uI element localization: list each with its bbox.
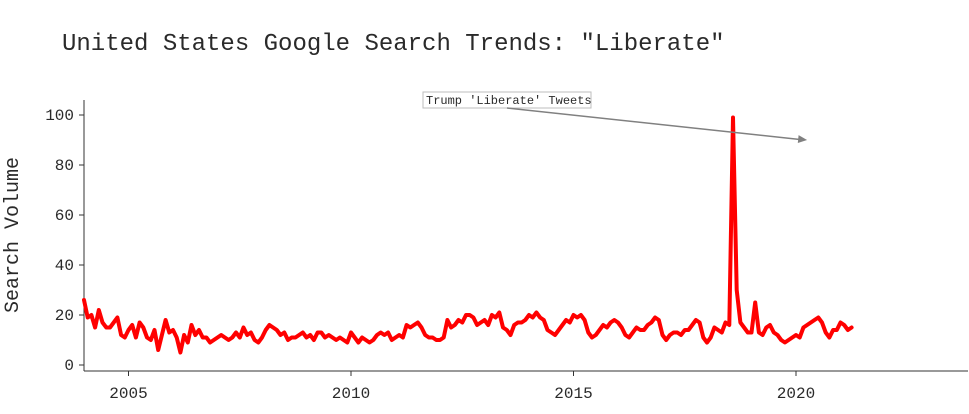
y-tick-label: 20 (55, 307, 74, 325)
chart-title: United States Google Search Trends: "Lib… (62, 31, 725, 58)
axes (83, 100, 968, 372)
y-axis-ticks: 0 20 40 60 80 100 (45, 107, 84, 375)
annotation-text: Trump 'Liberate' Tweets (426, 94, 592, 108)
x-tick-label: 2010 (332, 385, 370, 403)
y-tick-label: 40 (55, 257, 74, 275)
y-tick-label: 60 (55, 207, 74, 225)
annotation-arrow-head (797, 135, 808, 143)
x-axis-ticks: 2005 2010 2015 2020 (109, 371, 815, 403)
annotation-arrow-line (506, 107, 802, 141)
y-tick-label: 100 (45, 107, 74, 125)
y-tick-label: 80 (55, 157, 74, 175)
series-layer (82, 115, 854, 355)
x-tick-label: 2005 (109, 385, 147, 403)
y-axis-label: Search Volume (2, 157, 25, 313)
annotation: Trump 'Liberate' Tweets (422, 91, 808, 143)
x-tick-label: 2020 (777, 385, 815, 403)
series-line (82, 115, 854, 355)
x-tick-label: 2015 (554, 385, 592, 403)
y-tick-label: 0 (64, 357, 74, 375)
